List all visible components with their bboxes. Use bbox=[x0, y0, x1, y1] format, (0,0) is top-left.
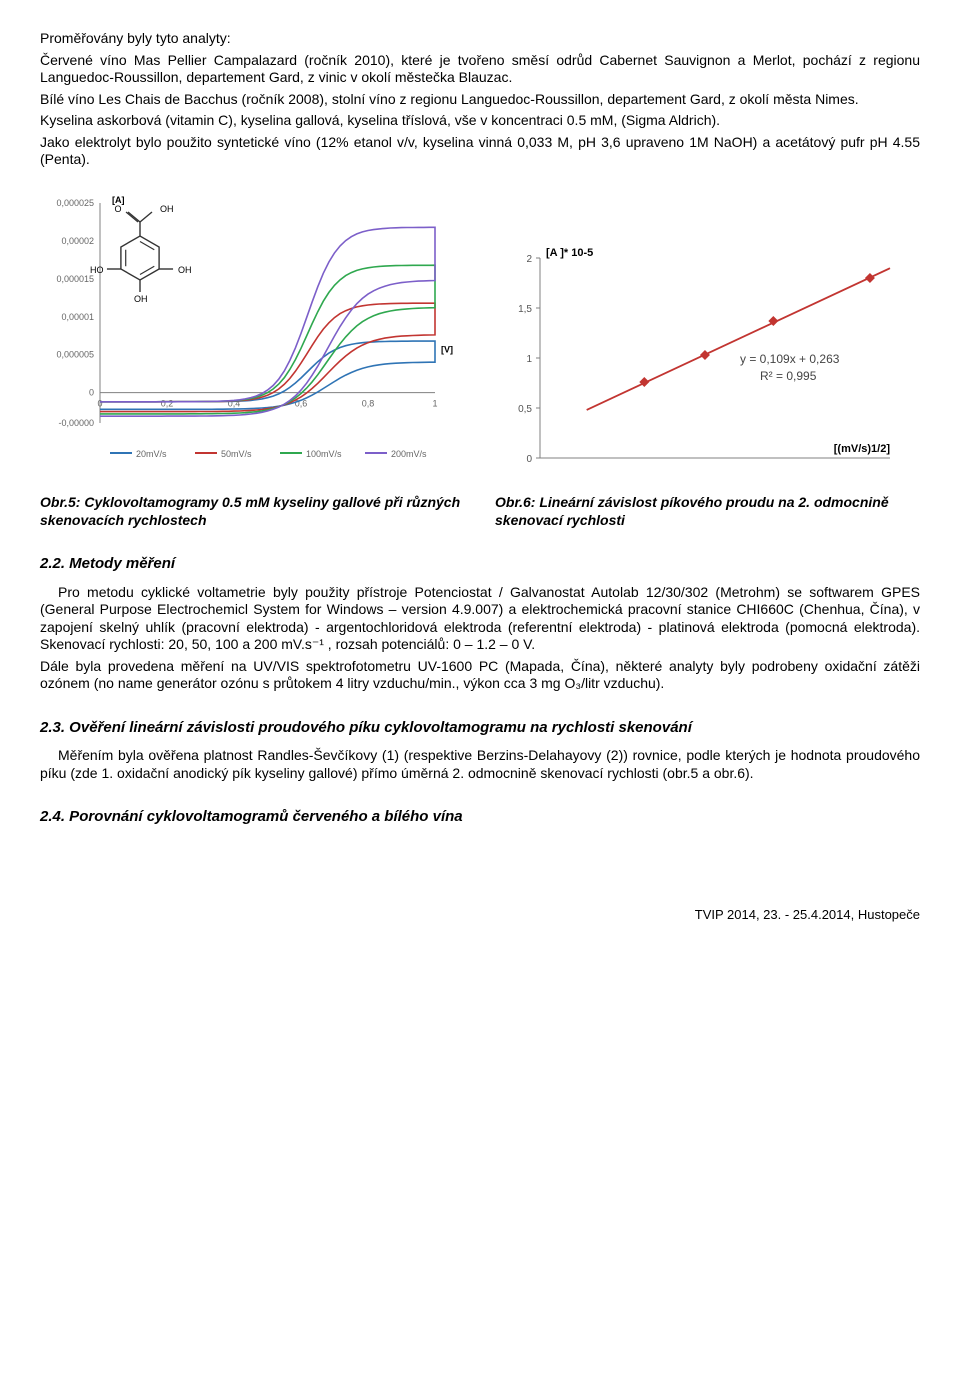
svg-text:y = 0,109x + 0,263: y = 0,109x + 0,263 bbox=[740, 352, 840, 366]
intro-p5: Jako elektrolyt bylo použito syntetické … bbox=[40, 134, 920, 169]
sec23-title: 2.3. Ověření lineární závislosti proudov… bbox=[40, 719, 920, 738]
svg-text:1,5: 1,5 bbox=[518, 304, 532, 315]
svg-text:0: 0 bbox=[97, 398, 102, 408]
svg-text:[A ]* 10-5: [A ]* 10-5 bbox=[546, 247, 593, 259]
sec23-body: Měřením byla ověřena platnost Randles-Še… bbox=[40, 747, 920, 782]
svg-text:0: 0 bbox=[89, 387, 94, 397]
svg-text:0,000025: 0,000025 bbox=[56, 198, 94, 208]
svg-text:O: O bbox=[114, 204, 121, 214]
sec22-body: Pro metodu cyklické voltametrie byly pou… bbox=[40, 584, 920, 693]
svg-text:OH: OH bbox=[134, 294, 148, 304]
intro-p2: Červené víno Mas Pellier Campalazard (ro… bbox=[40, 52, 920, 87]
figures-row: 0,0000250,000020,0000150,000010,0000050-… bbox=[40, 193, 920, 529]
svg-text:HO: HO bbox=[90, 265, 104, 275]
svg-text:1: 1 bbox=[432, 398, 437, 408]
svg-text:0,00002: 0,00002 bbox=[61, 235, 94, 245]
sec22-p1: Pro metodu cyklické voltametrie byly pou… bbox=[40, 584, 920, 654]
svg-text:200mV/s: 200mV/s bbox=[391, 449, 427, 459]
svg-text:0,000015: 0,000015 bbox=[56, 273, 94, 283]
svg-text:-0,00000: -0,00000 bbox=[58, 418, 94, 428]
svg-text:0,5: 0,5 bbox=[518, 404, 532, 415]
intro-block: Proměřovány byly tyto analyty: Červené v… bbox=[40, 30, 920, 169]
svg-text:OH: OH bbox=[178, 265, 192, 275]
fig6-caption: Obr.6: Lineární závislost píkového proud… bbox=[495, 493, 920, 529]
figure-5: 0,0000250,000020,0000150,000010,0000050-… bbox=[40, 193, 465, 529]
svg-text:100mV/s: 100mV/s bbox=[306, 449, 342, 459]
linear-chart: 2 1,5 1 0,5 0 [A ]* 10-5 [(mV/s)1/2] y = 0,109x… bbox=[495, 243, 915, 483]
sec22-title: 2.2. Metody měření bbox=[40, 555, 920, 574]
svg-text:1: 1 bbox=[526, 354, 532, 365]
svg-text:R² = 0,995: R² = 0,995 bbox=[760, 369, 817, 383]
svg-text:0,000005: 0,000005 bbox=[56, 349, 94, 359]
sec22-p2: Dále byla provedena měření na UV/VIS spe… bbox=[40, 658, 920, 693]
svg-text:0,8: 0,8 bbox=[362, 398, 375, 408]
figure-6: 2 1,5 1 0,5 0 [A ]* 10-5 [(mV/s)1/2] y = 0,109x… bbox=[495, 243, 920, 529]
intro-p3: Bílé víno Les Chais de Bacchus (ročník 2… bbox=[40, 91, 920, 109]
page-footer: TVIP 2014, 23. - 25.4.2014, Hustopeče bbox=[40, 907, 920, 923]
svg-text:2: 2 bbox=[526, 254, 532, 265]
svg-text:[(mV/s)1/2]: [(mV/s)1/2] bbox=[834, 443, 891, 455]
svg-text:0,00001: 0,00001 bbox=[61, 311, 94, 321]
intro-p1: Proměřovány byly tyto analyty: bbox=[40, 30, 920, 48]
intro-p4: Kyselina askorbová (vitamin C), kyselina… bbox=[40, 112, 920, 130]
svg-text:OH: OH bbox=[160, 204, 174, 214]
svg-text:0,2: 0,2 bbox=[161, 398, 174, 408]
svg-text:20mV/s: 20mV/s bbox=[136, 449, 167, 459]
fig5-caption: Obr.5: Cyklovoltamogramy 0.5 mM kyseliny… bbox=[40, 493, 465, 529]
svg-text:50mV/s: 50mV/s bbox=[221, 449, 252, 459]
svg-text:0: 0 bbox=[526, 454, 532, 465]
cv-chart: 0,0000250,000020,0000150,000010,0000050-… bbox=[40, 193, 460, 483]
sec23-p1: Měřením byla ověřena platnost Randles-Še… bbox=[40, 747, 920, 782]
sec24-title: 2.4. Porovnání cyklovoltamogramů červené… bbox=[40, 808, 920, 827]
svg-text:[V]: [V] bbox=[441, 344, 453, 354]
